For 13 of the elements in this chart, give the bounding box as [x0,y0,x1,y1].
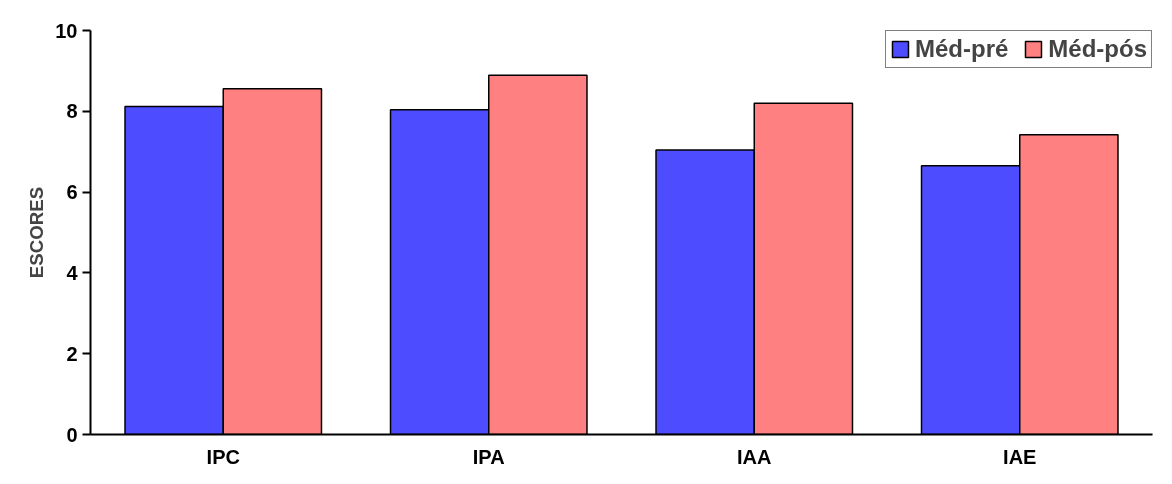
y-tick-label: 0 [66,423,78,446]
y-tick-label: 2 [66,342,78,365]
legend-label: Méd-pós [1048,35,1147,63]
y-axis-title: ESCORES [26,186,48,279]
x-tick-label: IAE [1003,445,1037,468]
y-tick-label: 6 [66,181,78,204]
y-tick-label: 8 [66,100,78,123]
y-tick-label: 4 [66,261,79,284]
y-tick-label: 10 [55,19,78,42]
x-tick-label: IPC [206,445,240,468]
x-tick-label: IPA [472,445,505,468]
legend-label: Méd-pré [914,35,1009,63]
x-tick-label: IAA [737,445,772,468]
